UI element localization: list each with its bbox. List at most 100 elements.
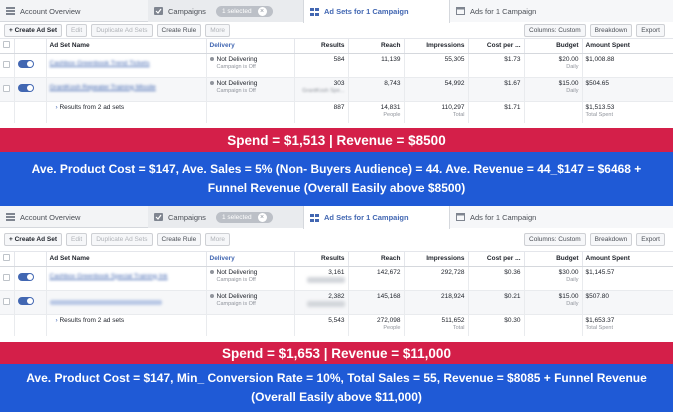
create-rule-button[interactable]: Create Rule bbox=[156, 233, 202, 246]
select-all-checkbox[interactable] bbox=[0, 252, 15, 267]
results-cell: 2,382 bbox=[294, 290, 349, 314]
adset-name-redacted[interactable] bbox=[49, 299, 162, 305]
col-amount-spent[interactable]: Amount Spent bbox=[582, 252, 673, 267]
reach-cell: 8,743 bbox=[348, 77, 405, 101]
tab-account-overview[interactable]: Account Overview bbox=[0, 206, 148, 228]
row-checkbox[interactable] bbox=[0, 266, 15, 290]
spent-cell: $504.65 bbox=[582, 77, 673, 101]
row-checkbox[interactable] bbox=[0, 77, 15, 101]
totals-reach: 272,098 bbox=[377, 316, 401, 324]
row-toggle[interactable] bbox=[14, 77, 47, 101]
col-reach[interactable]: Reach bbox=[348, 39, 405, 54]
col-delivery[interactable]: Delivery bbox=[206, 252, 295, 267]
ads-manager-panel-1: Account Overview Campaigns 1 selected × A… bbox=[0, 0, 673, 128]
expand-icon[interactable]: › bbox=[55, 316, 58, 324]
adset-name[interactable]: Cashbox Greenbook Special Training Ink bbox=[49, 272, 168, 280]
col-impressions[interactable]: Impressions bbox=[404, 39, 469, 54]
table-row[interactable]: Not Delivering Campaign is Off 2,382 145,… bbox=[0, 290, 673, 314]
spend-revenue-banner-2: Spend = $1,653 | Revenue = $11,000 bbox=[0, 342, 673, 364]
expand-icon[interactable]: › bbox=[55, 103, 58, 111]
budget-cell: $30.00 Daily bbox=[524, 266, 583, 290]
totals-budget bbox=[524, 314, 583, 336]
status-dot bbox=[209, 269, 214, 274]
delivery-sub: Campaign is Off bbox=[216, 276, 256, 283]
impressions-cell: 218,924 bbox=[404, 290, 469, 314]
table-row[interactable]: GrantKosh Repeater Training Missile Not … bbox=[0, 77, 673, 101]
edit-button[interactable]: Edit bbox=[66, 233, 88, 246]
tab-ads[interactable]: Ads for 1 Campaign bbox=[450, 0, 673, 22]
edit-button[interactable]: Edit bbox=[66, 23, 88, 37]
row-toggle[interactable] bbox=[14, 290, 47, 314]
tab-campaigns[interactable]: Campaigns 1 selected × bbox=[148, 0, 303, 22]
create-adset-button[interactable]: + Create Ad Set bbox=[4, 233, 62, 246]
breakdown-dropdown[interactable]: Breakdown bbox=[589, 23, 633, 37]
selected-badge[interactable]: 1 selected × bbox=[215, 5, 273, 17]
account-overview-icon bbox=[6, 7, 15, 15]
toggle-column bbox=[14, 39, 47, 54]
adset-name[interactable]: GrantKosh Repeater Training Missile bbox=[49, 83, 156, 91]
results-sub: GrantKosh Spe... bbox=[302, 87, 345, 94]
totals-row: › Results from 2 ad sets 887 14,831 Peopl… bbox=[0, 101, 673, 123]
totals-reach-sub: People bbox=[383, 324, 401, 331]
col-amount-spent[interactable]: Amount Spent bbox=[582, 39, 673, 54]
clear-selection-icon[interactable]: × bbox=[257, 212, 267, 222]
row-toggle[interactable] bbox=[14, 53, 47, 77]
col-impressions[interactable]: Impressions bbox=[404, 252, 469, 267]
reach-cell: 11,139 bbox=[348, 53, 405, 77]
table-header: Ad Set Name Delivery Results Reach Impre… bbox=[0, 252, 673, 267]
adset-name-link[interactable]: Cashbox Greenbook Trend Tickets bbox=[46, 53, 207, 77]
export-dropdown[interactable]: Export bbox=[636, 23, 665, 37]
reach-cell: 142,672 bbox=[348, 266, 405, 290]
table-row[interactable]: Cashbox Greenbook Special Training Ink N… bbox=[0, 266, 673, 290]
results-value: 3,161 bbox=[328, 268, 345, 276]
adset-name[interactable]: Cashbox Greenbook Trend Tickets bbox=[49, 59, 150, 67]
col-results[interactable]: Results bbox=[294, 252, 349, 267]
totals-delivery bbox=[206, 314, 295, 336]
col-reach[interactable]: Reach bbox=[348, 252, 405, 267]
tab-campaigns[interactable]: Campaigns 1 selected × bbox=[148, 206, 303, 228]
duplicate-button[interactable]: Duplicate Ad Sets bbox=[91, 233, 153, 246]
row-checkbox[interactable] bbox=[0, 53, 15, 77]
col-budget[interactable]: Budget bbox=[524, 252, 583, 267]
create-rule-button[interactable]: Create Rule bbox=[156, 23, 202, 37]
breakdown-dropdown[interactable]: Breakdown bbox=[589, 233, 633, 246]
select-all-checkbox[interactable] bbox=[0, 39, 15, 54]
duplicate-button[interactable]: Duplicate Ad Sets bbox=[91, 23, 153, 37]
col-adset-name[interactable]: Ad Set Name bbox=[46, 252, 207, 267]
columns-dropdown[interactable]: Columns: Custom bbox=[524, 23, 586, 37]
col-budget[interactable]: Budget bbox=[524, 39, 583, 54]
totals-reach-cell: 272,098 People bbox=[348, 314, 405, 336]
row-toggle[interactable] bbox=[14, 266, 47, 290]
export-dropdown[interactable]: Export bbox=[636, 233, 665, 246]
create-adset-button[interactable]: + Create Ad Set bbox=[4, 23, 62, 37]
tab-label: Campaigns bbox=[168, 212, 206, 222]
tab-label: Campaigns bbox=[168, 6, 206, 16]
adset-name-link[interactable]: GrantKosh Repeater Training Missile bbox=[46, 77, 207, 101]
calculation-banner-1: Ave. Product Cost = $147, Ave. Sales = 5… bbox=[0, 152, 673, 206]
table-row[interactable]: Cashbox Greenbook Trend Tickets Not Deli… bbox=[0, 53, 673, 77]
status-dot bbox=[209, 56, 214, 61]
tab-account-overview[interactable]: Account Overview bbox=[0, 0, 148, 22]
tab-adsets[interactable]: Ad Sets for 1 Campaign bbox=[303, 206, 450, 229]
col-cost[interactable]: Cost per ... bbox=[468, 39, 525, 54]
adset-name-link[interactable]: Cashbox Greenbook Special Training Ink bbox=[46, 266, 207, 290]
col-delivery[interactable]: Delivery bbox=[206, 39, 295, 54]
more-button[interactable]: More bbox=[205, 233, 231, 246]
tab-adsets[interactable]: Ad Sets for 1 Campaign bbox=[303, 0, 450, 23]
tab-ads[interactable]: Ads for 1 Campaign bbox=[450, 206, 673, 228]
table-header: Ad Set Name Delivery Results Reach Impre… bbox=[0, 39, 673, 54]
clear-selection-icon[interactable]: × bbox=[257, 6, 267, 16]
tab-label: Account Overview bbox=[20, 6, 81, 16]
spent-cell: $1,008.88 bbox=[582, 53, 673, 77]
columns-dropdown[interactable]: Columns: Custom bbox=[524, 233, 586, 246]
col-cost[interactable]: Cost per ... bbox=[468, 252, 525, 267]
totals-budget bbox=[524, 101, 583, 123]
selected-badge[interactable]: 1 selected × bbox=[215, 211, 273, 223]
more-button[interactable]: More bbox=[205, 23, 231, 37]
totals-spent-sub: Total Spent bbox=[585, 111, 614, 118]
col-adset-name[interactable]: Ad Set Name bbox=[46, 39, 207, 54]
row-checkbox[interactable] bbox=[0, 290, 15, 314]
col-results[interactable]: Results bbox=[294, 39, 349, 54]
budget-value: $15.00 bbox=[558, 79, 579, 87]
adset-name-link[interactable] bbox=[46, 290, 207, 314]
